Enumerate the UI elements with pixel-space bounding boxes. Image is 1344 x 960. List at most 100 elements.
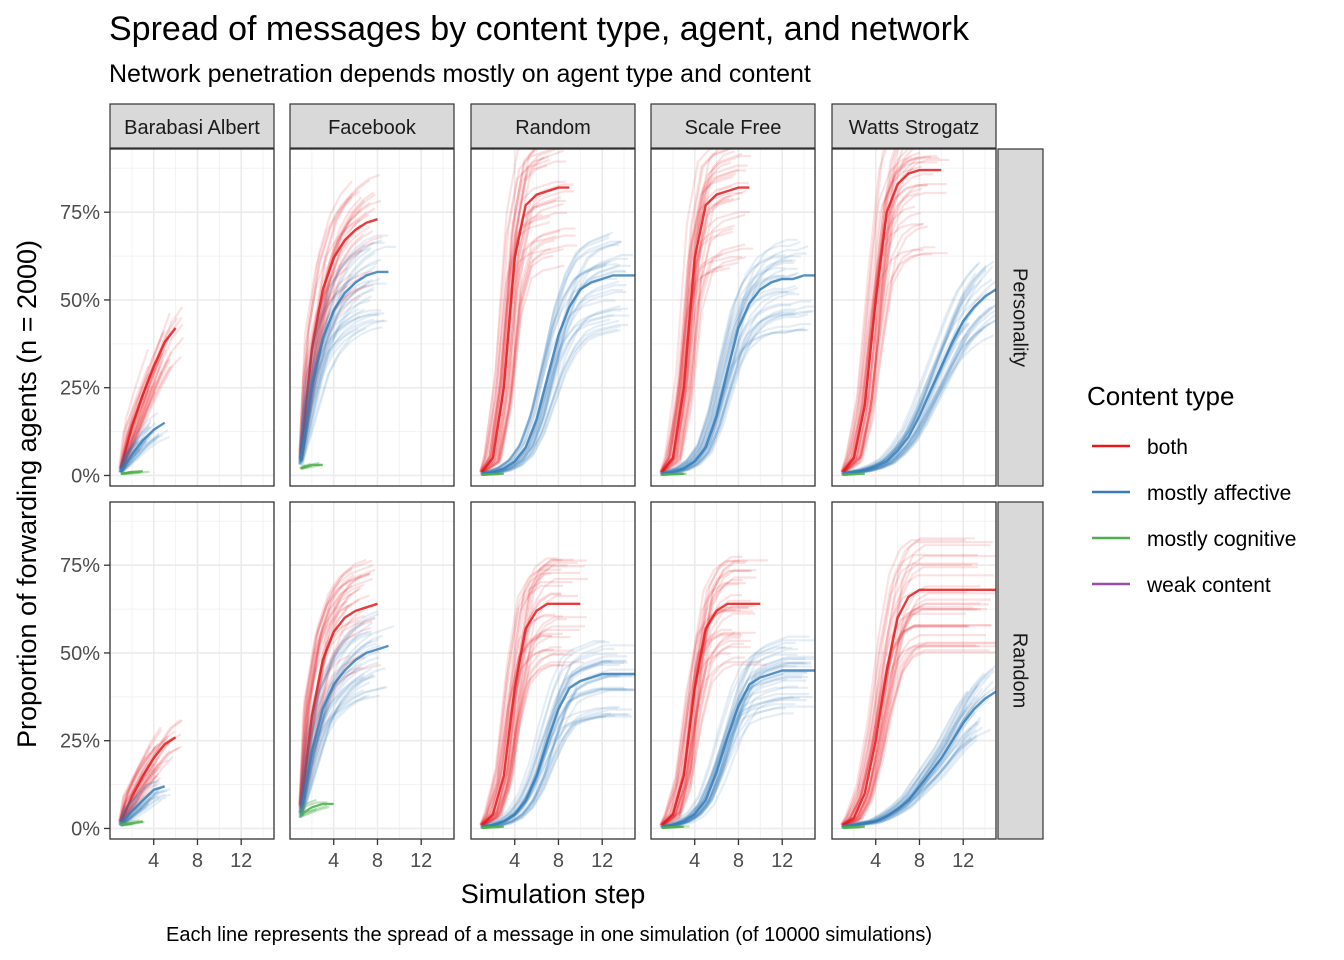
- simulation-line-both: [483, 594, 579, 826]
- simulation-line-both: [840, 553, 978, 825]
- simulation-line-both: [662, 213, 746, 474]
- simulation-line-mostly-affective: [118, 441, 139, 473]
- simulation-line-both: [840, 149, 888, 472]
- simulation-line-both: [298, 571, 372, 805]
- simulation-line-mostly-affective: [300, 681, 371, 818]
- simulation-line-both: [299, 196, 353, 452]
- strip-facebook: [289, 103, 455, 149]
- simulation-line-both: [481, 653, 573, 827]
- simulation-line-both: [660, 149, 732, 472]
- simulation-line-both: [118, 759, 169, 824]
- simulation-line-mostly-affective: [843, 722, 980, 828]
- simulation-line-both: [844, 592, 996, 827]
- simulation-line-mostly-affective: [660, 272, 798, 475]
- simulation-line-mostly-affective: [299, 319, 388, 465]
- simulation-line-mostly-affective: [298, 307, 360, 464]
- simulation-line-both: [843, 158, 950, 473]
- simulation-line-both: [843, 544, 991, 826]
- simulation-line-both: [479, 568, 562, 825]
- simulation-line-both: [301, 193, 376, 453]
- simulation-line-mostly-affective: [481, 313, 614, 476]
- simulation-line-both: [482, 202, 564, 474]
- simulation-line-mostly-affective: [843, 318, 996, 476]
- simulation-line-both: [479, 584, 564, 826]
- simulation-line-both: [659, 628, 733, 826]
- simulation-line-both: [840, 167, 914, 473]
- series-line-mostly-cognitive: [120, 470, 143, 475]
- simulation-line-mostly-affective: [118, 441, 140, 473]
- strip-barabasi-albert: [109, 103, 275, 149]
- simulation-line-mostly-affective: [482, 675, 635, 828]
- simulation-line-both: [118, 745, 157, 822]
- simulation-line-mostly-affective: [301, 621, 373, 813]
- simulation-line-both: [121, 355, 182, 471]
- simulation-line-both: [840, 591, 968, 826]
- x-tick-label: 4: [328, 850, 339, 872]
- simulation-line-both: [479, 221, 551, 473]
- panel-border: [470, 148, 636, 487]
- simulation-line-both: [480, 613, 556, 826]
- simulation-line-both: [841, 625, 970, 827]
- simulation-line-mostly-affective: [118, 779, 159, 825]
- simulation-line-mostly-affective: [300, 278, 381, 463]
- simulation-line-mostly-affective: [300, 612, 379, 812]
- simulation-line-both: [301, 574, 363, 805]
- simulation-line-mostly-affective: [119, 425, 151, 473]
- simulation-line-both: [840, 562, 978, 826]
- x-tick-label: 4: [689, 850, 700, 872]
- simulation-line-both: [662, 642, 744, 827]
- simulation-line-mostly-affective: [662, 679, 807, 828]
- simulation-line-both: [120, 774, 158, 824]
- series-group: [479, 557, 635, 829]
- simulation-line-both: [482, 565, 585, 826]
- simulation-line-mostly-affective: [298, 694, 380, 819]
- simulation-line-both: [300, 213, 370, 454]
- simulation-line-mostly-affective: [299, 313, 378, 465]
- simulation-line-mostly-affective: [481, 260, 611, 475]
- series-line-mostly-cognitive: [120, 820, 143, 827]
- series-line-both: [842, 588, 996, 827]
- simulation-line-mostly-affective: [660, 686, 809, 828]
- simulation-line-both: [121, 323, 184, 469]
- simulation-line-mostly-affective: [121, 432, 160, 473]
- simulation-line-both: [841, 161, 938, 473]
- simulation-line-mostly-affective: [121, 434, 160, 474]
- simulation-line-both: [661, 152, 743, 473]
- simulation-line-both: [298, 600, 348, 807]
- simulation-line-mostly-affective: [843, 735, 977, 829]
- simulation-line-both: [479, 572, 552, 825]
- simulation-line-mostly-affective: [844, 313, 996, 475]
- simulation-line-both: [119, 332, 164, 469]
- simulation-line-both: [661, 639, 751, 827]
- simulation-line-both: [119, 752, 151, 822]
- simulation-line-both: [843, 149, 904, 473]
- simulation-line-both: [120, 380, 158, 470]
- simulation-line-mostly-affective: [662, 665, 797, 828]
- chart-title: Spread of messages by content type, agen…: [109, 10, 970, 48]
- simulation-line-both: [659, 634, 743, 827]
- simulation-line-both: [662, 256, 747, 474]
- simulation-line-mostly-affective: [299, 234, 389, 460]
- simulation-line-mostly-affective: [118, 797, 136, 826]
- series-line-mostly-affective: [299, 270, 389, 462]
- series-line-mostly-cognitive: [300, 463, 323, 470]
- simulation-line-mostly-affective: [483, 708, 633, 829]
- simulation-line-both: [841, 184, 928, 473]
- x-tick-label: 12: [771, 850, 793, 872]
- simulation-line-both: [482, 190, 575, 473]
- simulation-line-both: [843, 225, 928, 474]
- simulation-line-both: [840, 249, 924, 474]
- simulation-line-mostly-affective: [480, 653, 618, 828]
- simulation-line-both: [841, 623, 992, 827]
- simulation-line-both: [120, 774, 157, 824]
- strip-watts-strogatz: [831, 103, 997, 149]
- simulation-line-both: [662, 576, 757, 826]
- simulation-line-both: [118, 359, 157, 470]
- simulation-line-mostly-affective: [662, 635, 810, 828]
- simulation-line-mostly-affective: [298, 632, 372, 814]
- simulation-line-both: [120, 768, 156, 824]
- simulation-line-both: [301, 199, 366, 453]
- simulation-line-both: [841, 149, 886, 472]
- y-tick-label: 50%: [60, 643, 100, 665]
- simulation-line-mostly-affective: [663, 255, 801, 475]
